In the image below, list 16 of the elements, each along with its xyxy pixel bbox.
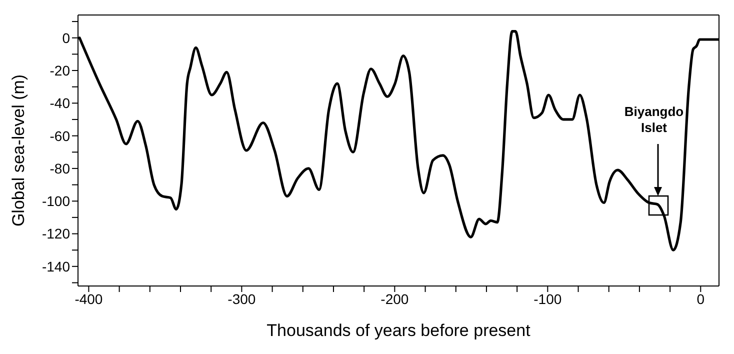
x-tick-label: -200	[380, 290, 409, 307]
y-tick-label: -80	[50, 160, 70, 176]
annotation: Biyangdo Islet	[624, 104, 684, 135]
y-tick-label: -60	[50, 128, 70, 144]
x-axis-title: Thousands of years before present	[266, 321, 531, 340]
x-tick-label: -100	[534, 290, 562, 307]
y-tick-label: -20	[50, 62, 70, 78]
y-axis-title: Global sea-level (m)	[9, 74, 28, 227]
y-tick-label: -140	[42, 258, 70, 274]
x-tick-label: -400	[74, 290, 103, 307]
y-tick-label: 0	[62, 30, 70, 46]
x-tick-label: 0	[696, 290, 705, 307]
x-tick-label: -300	[228, 290, 256, 307]
y-tick-label: -120	[42, 226, 70, 242]
y-tick-label: -100	[42, 193, 70, 210]
y-tick-label: -40	[50, 95, 70, 112]
